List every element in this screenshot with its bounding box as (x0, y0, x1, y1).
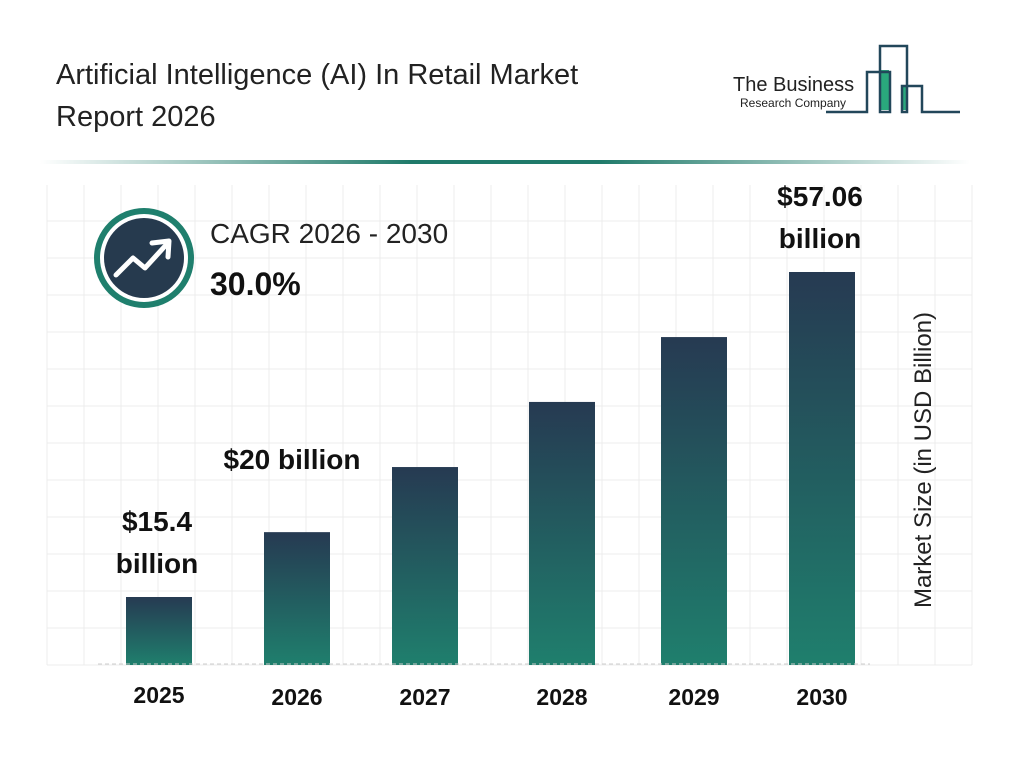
bar-2029 (661, 337, 727, 665)
x-tick-label: 2030 (796, 684, 848, 710)
bar-2028 (529, 401, 595, 665)
bar-2025 (126, 597, 192, 665)
title-line-1: Artificial Intelligence (AI) In Retail M… (56, 59, 579, 91)
data-label: $15.4 billion (115, 506, 199, 579)
title-line-2: Report 2026 (56, 101, 216, 133)
bar-2030 (789, 272, 855, 665)
bar-2027 (392, 467, 458, 665)
data-label: $20 billion (223, 444, 361, 476)
cagr-label: CAGR 2026 - 2030 (210, 218, 449, 249)
header-divider (40, 160, 970, 164)
x-tick-label: 2025 (133, 682, 185, 708)
chart-title: Artificial Intelligence (AI) In Retail M… (56, 54, 696, 138)
x-tick-label: 2026 (271, 684, 323, 710)
y-axis-label: Market Size (in USD Billion) (910, 311, 937, 609)
x-tick-label: 2029 (668, 684, 720, 710)
trending-up-icon (94, 208, 194, 308)
x-tick-label: 2027 (399, 684, 451, 710)
company-logo: The Business Research Company (730, 44, 965, 116)
cagr-value: 30.0% (210, 266, 301, 302)
x-tick-label: 2028 (536, 684, 588, 710)
data-label: $57.06 billion (777, 181, 863, 254)
bar-2026 (264, 532, 330, 665)
